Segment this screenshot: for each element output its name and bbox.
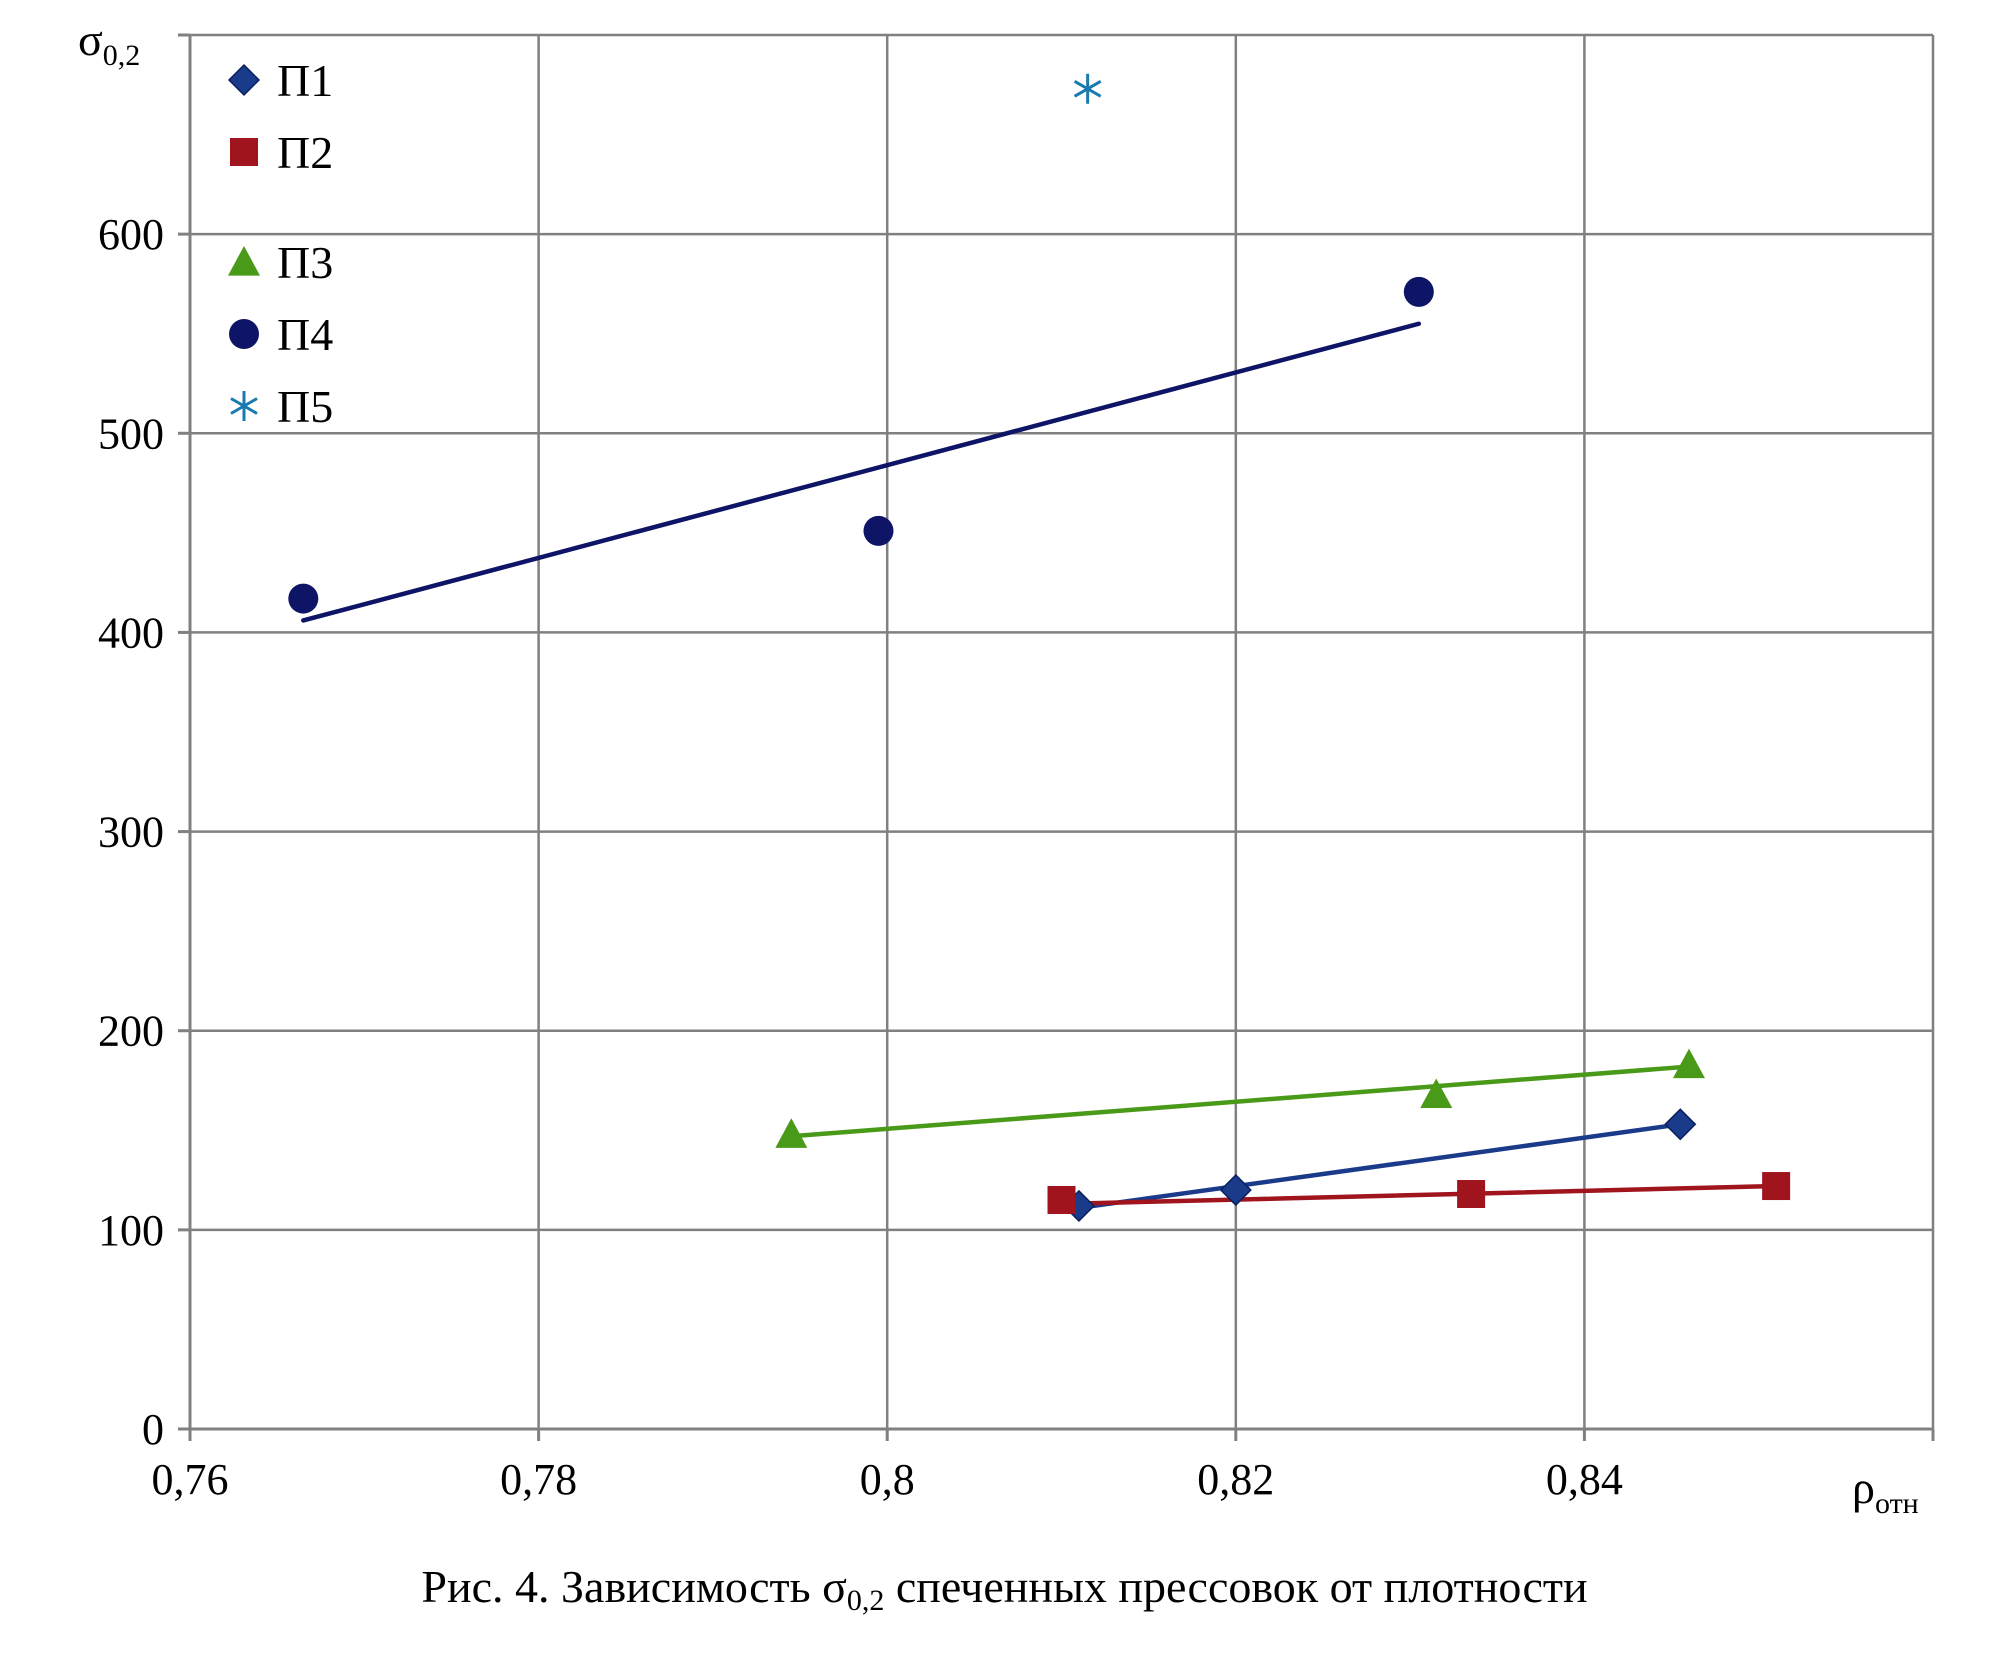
y-tick-label: 600 <box>98 210 164 259</box>
y-tick-label: 400 <box>98 608 164 657</box>
x-tick-label: 0,76 <box>152 1455 229 1504</box>
data-point-П3 <box>775 1118 808 1148</box>
y-axis-label-main: σ <box>78 14 103 65</box>
plot-area <box>190 35 1933 1429</box>
caption-suffix: спеченных прессовок от плотности <box>884 1561 1588 1612</box>
axes <box>178 33 1935 1441</box>
y-tick-label: 500 <box>98 409 164 458</box>
fit-line-П4 <box>301 321 1422 623</box>
x-tick-label: 0,8 <box>860 1455 915 1504</box>
data-point-П5 <box>1073 73 1102 104</box>
figure-caption: Рис. 4. Зависимость σ0,2 спеченных пресс… <box>0 1560 2009 1618</box>
chart: 0 100 200 300 400 500 600 0,76 0,78 0,8 0,82 0,84 П… <box>78 14 1935 1520</box>
fit-line-П1 <box>1076 1122 1683 1211</box>
legend-marker-П2 <box>230 138 258 166</box>
x-tick-label: 0,78 <box>500 1455 577 1504</box>
data-point-П2 <box>1047 1185 1076 1214</box>
x-axis-label-main: ρ <box>1852 1462 1875 1513</box>
y-axis-label: σ0,2 <box>78 14 140 72</box>
x-axis-label: ρотн <box>1852 1462 1919 1520</box>
data-point-П1 <box>1219 1173 1252 1207</box>
x-tick-label: 0,82 <box>1197 1455 1274 1504</box>
y-tick-label: 100 <box>98 1206 164 1255</box>
fit-lines <box>301 321 1779 1211</box>
y-axis-label-sub: 0,2 <box>103 39 141 72</box>
fit-line-П3 <box>789 1064 1692 1139</box>
fit-line-П2 <box>1059 1183 1779 1207</box>
x-tick-label: 0,84 <box>1546 1455 1623 1504</box>
caption-prefix: Рис. 4. Зависимость σ <box>421 1561 847 1612</box>
data-point-П3 <box>1420 1078 1453 1109</box>
legend-label-П4: П4 <box>277 309 333 360</box>
legend-marker-П1 <box>227 63 261 97</box>
data-point-П4 <box>863 515 894 546</box>
y-tick-label: 300 <box>98 808 164 857</box>
data-point-П4 <box>1403 276 1434 307</box>
data-point-П4 <box>288 583 319 614</box>
caption-subscript: 0,2 <box>846 1584 885 1617</box>
legend-marker-П5 <box>230 391 258 421</box>
data-point-П3 <box>1672 1048 1705 1079</box>
tick-labels: 0 100 200 300 400 500 600 0,76 0,78 0,8 0,82 0,84 <box>98 210 1623 1504</box>
legend-marker-П4 <box>229 319 259 349</box>
data-point-П1 <box>1664 1108 1697 1141</box>
legend-label-П2: П2 <box>277 127 333 178</box>
y-tick-label: 0 <box>142 1405 164 1454</box>
legend-label-П3: П3 <box>277 237 333 288</box>
data-point-П2 <box>1457 1180 1486 1209</box>
asterisk-stroke <box>230 397 258 415</box>
data-markers <box>288 73 1791 1223</box>
x-axis-label-sub: отн <box>1875 1487 1919 1520</box>
legend-marker-П3 <box>228 246 260 276</box>
asterisk-stroke <box>1073 79 1102 98</box>
y-tick-label: 200 <box>98 1007 164 1056</box>
legend-label-П5: П5 <box>277 381 333 432</box>
legend: П1 П2 П3 П4 П5 <box>227 55 333 432</box>
legend-label-П1: П1 <box>277 55 333 106</box>
data-point-П2 <box>1762 1172 1791 1201</box>
